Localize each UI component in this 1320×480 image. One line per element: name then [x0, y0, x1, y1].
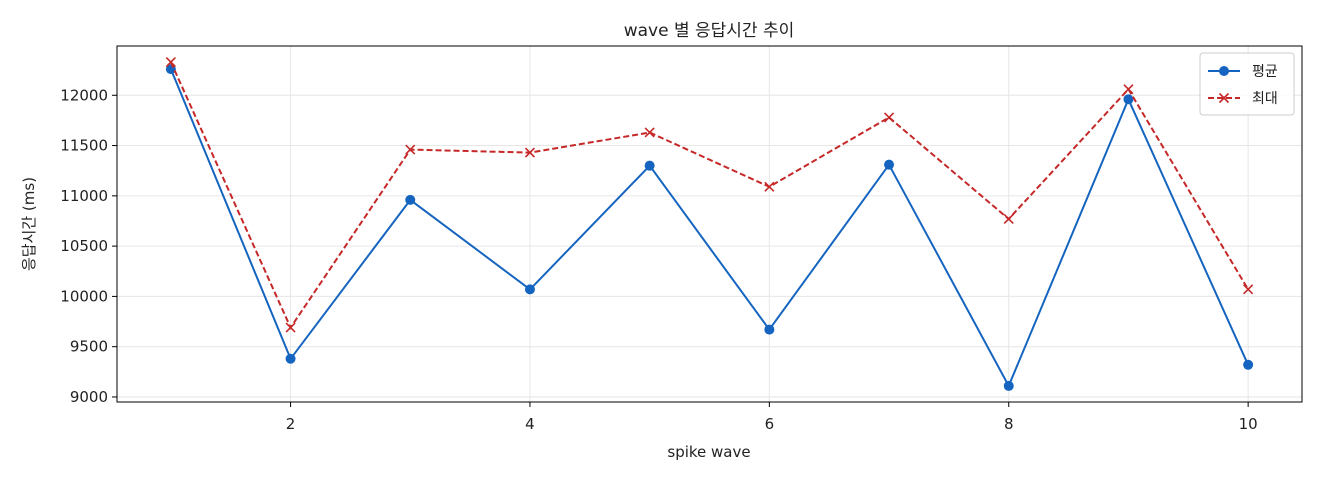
data-point — [764, 181, 775, 192]
x-tick-label: 6 — [765, 415, 775, 433]
legend-label: 최대 — [1252, 91, 1278, 107]
y-tick-label: 11000 — [60, 187, 108, 205]
y-tick-label: 9000 — [70, 388, 108, 406]
series-line — [169, 68, 1250, 389]
x-tick-label: 8 — [1004, 415, 1014, 433]
data-point — [764, 324, 775, 335]
legend-box — [1199, 52, 1295, 116]
data-point — [1123, 94, 1134, 105]
legend-entry-1: 평균 — [1208, 64, 1278, 80]
data-point — [405, 144, 416, 155]
data-point — [405, 194, 416, 205]
y-axis-label: 응답시간 (ms) — [20, 177, 38, 271]
axis-ticks: 2 4 6 8 10 9000 9500 10000 10500 11000 11500 12000 — [60, 86, 1257, 433]
y-tick-label: 10500 — [60, 237, 108, 255]
data-point — [644, 160, 655, 171]
series-2 — [165, 57, 1254, 333]
data-point — [285, 322, 296, 333]
plot-frame — [116, 45, 1303, 403]
y-tick-label: 11500 — [60, 137, 108, 155]
x-axis-label: spike wave — [667, 443, 750, 461]
data-point — [524, 147, 536, 158]
data-point — [165, 57, 176, 68]
data-point — [1243, 284, 1254, 295]
y-tick-label: 9500 — [70, 338, 108, 356]
data-point — [884, 159, 895, 170]
data-point — [883, 112, 895, 123]
x-tick-label: 2 — [286, 415, 296, 433]
y-tick-label: 12000 — [60, 86, 108, 104]
data-point — [1243, 359, 1254, 370]
x-tick-label: 4 — [525, 415, 535, 433]
legend-marker — [1218, 92, 1230, 104]
series-line — [169, 61, 1249, 330]
x-tick-label: 10 — [1239, 415, 1258, 433]
chart-title: wave 별 응답시간 추이 — [624, 21, 795, 41]
data-point — [1003, 380, 1014, 391]
data-point — [285, 353, 296, 364]
y-tick-label: 10000 — [60, 287, 108, 305]
series-1 — [165, 64, 1254, 391]
legend-entry-2: 최대 — [1208, 91, 1278, 107]
legend-label: 평균 — [1252, 64, 1278, 80]
legend-marker — [1219, 66, 1229, 76]
series-group — [165, 57, 1254, 391]
data-point — [644, 127, 655, 138]
data-point — [1003, 213, 1014, 225]
data-point — [1123, 84, 1134, 95]
data-point — [524, 284, 535, 295]
